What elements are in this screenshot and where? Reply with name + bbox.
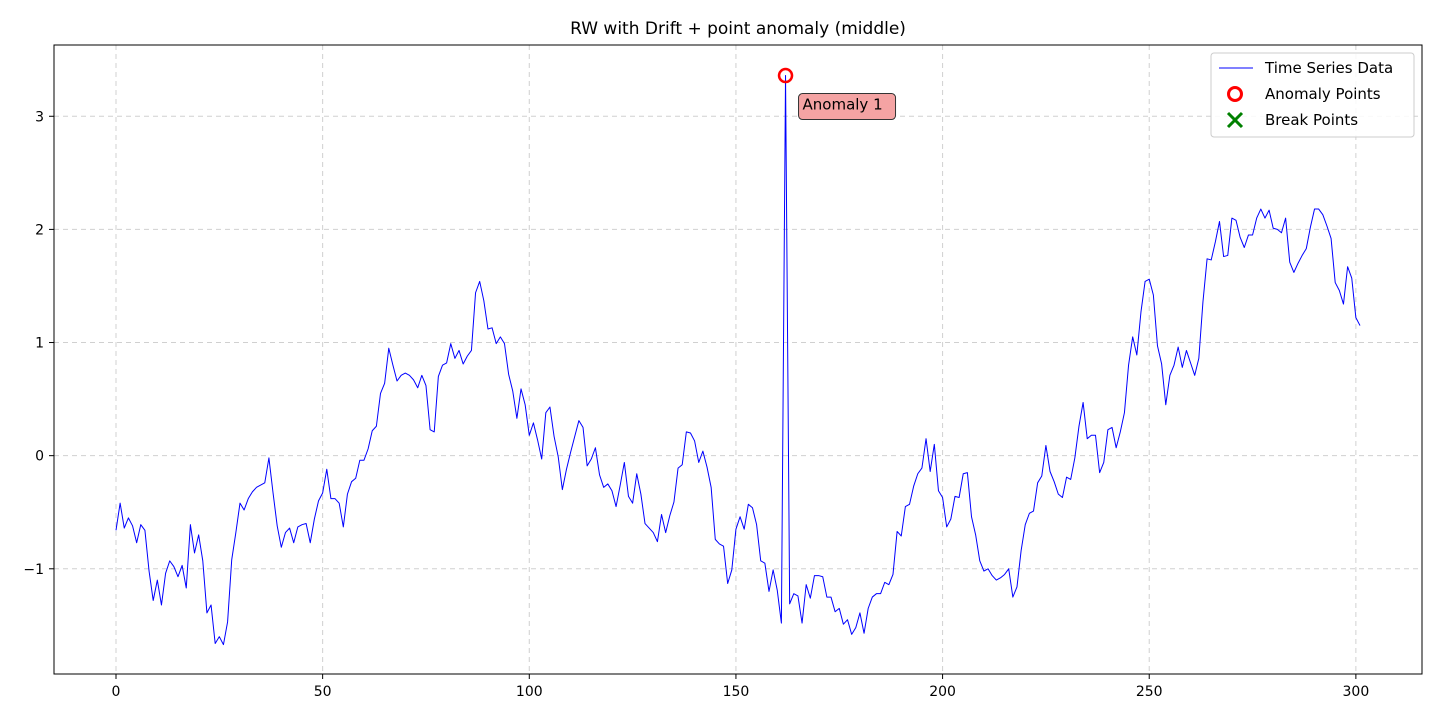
annotation-label: Anomaly 1 [803,96,883,114]
plot-frame [53,44,1423,675]
y-tick-label: 2 [35,222,44,238]
anomaly-layer [777,67,794,84]
legend-label-time-series: Time Series Data [1264,59,1393,77]
x-tick-label: 300 [1343,684,1370,700]
y-tick-label: 1 [35,336,44,352]
x-tick-label: 250 [1136,684,1163,700]
x-axis: 0 50 100 150 200 250 300 [112,674,1370,700]
y-tick-label: 0 [35,449,44,465]
annotation-layer: Anomaly 1 [798,93,897,121]
legend: Time Series Data Anomaly Points Break Po… [1210,52,1415,138]
grid [54,45,1422,674]
series-line-time-series-data [115,75,1361,646]
legend-label-anomaly-points: Anomaly Points [1265,85,1381,103]
x-tick-label: 200 [929,684,956,700]
annotation-box [798,93,897,121]
x-tick-label: 150 [723,684,750,700]
x-tick-label: 100 [516,684,543,700]
y-tick-label: −1 [23,562,44,578]
x-tick-label: 50 [314,684,332,700]
chart-title: RW with Drift + point anomaly (middle) [570,19,906,39]
y-axis: −1 0 1 2 3 [23,109,54,578]
legend-circle-swatch [1227,86,1243,102]
legend-label-break-points: Break Points [1265,111,1358,129]
legend-x-swatch [1226,111,1244,129]
y-tick-label: 3 [35,109,44,125]
x-tick-label: 0 [112,684,121,700]
anomaly-point-marker [777,67,794,84]
legend-box [1210,52,1415,138]
series-layer [115,75,1361,646]
